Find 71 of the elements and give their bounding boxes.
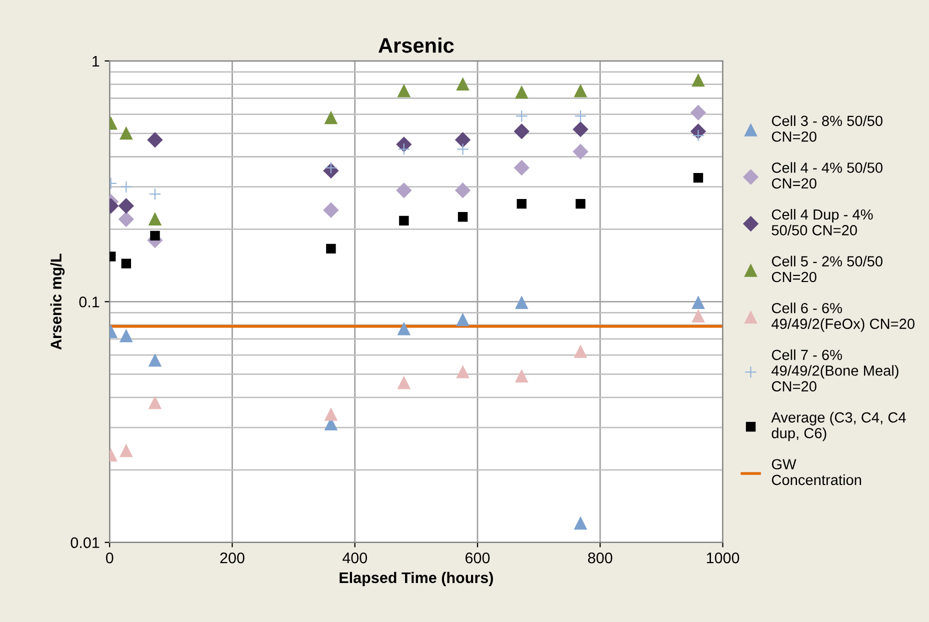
legend-label: GW Concentration	[772, 459, 862, 486]
x-tick-label: 200	[220, 552, 244, 564]
point	[515, 86, 528, 99]
legend-label: Cell 6 - 6% 49/49/2(FeOx) CN=20	[772, 302, 914, 332]
point	[120, 444, 132, 458]
point	[396, 182, 412, 198]
y-tick-label: 0.1	[79, 296, 100, 308]
point	[572, 122, 588, 137]
point	[398, 143, 410, 156]
point	[148, 396, 162, 410]
point	[455, 182, 470, 198]
point	[692, 310, 704, 322]
point	[456, 366, 470, 378]
x-tick-label: 600	[466, 552, 490, 564]
point	[118, 212, 134, 227]
legend-label: Cell 7 - 6% 49/49/2(Bone Meal) CN=20	[772, 349, 898, 392]
point	[118, 198, 134, 214]
point	[574, 110, 587, 122]
point	[120, 330, 132, 342]
point	[326, 244, 336, 254]
x-tick-label: 800	[588, 552, 612, 564]
point	[398, 376, 410, 390]
point	[456, 314, 470, 326]
x-tick-label: 0	[106, 552, 114, 564]
point	[515, 296, 528, 309]
point	[120, 127, 132, 140]
point	[458, 212, 468, 222]
point	[515, 370, 528, 382]
point	[456, 143, 469, 156]
point	[516, 198, 527, 209]
point	[148, 354, 162, 367]
point	[514, 124, 530, 139]
legend-label: Cell 4 Dup - 4% 50/50 CN=20	[772, 208, 873, 236]
x-tick-label: 1000	[706, 552, 740, 564]
point	[399, 216, 409, 226]
point	[692, 74, 704, 87]
legend-label: Cell 4 - 4% 50/50 CN=20	[772, 162, 882, 189]
x-axis-title: Elapsed Time (hours)	[340, 572, 493, 586]
point	[516, 110, 528, 122]
point	[398, 84, 410, 98]
point	[324, 112, 338, 124]
point	[574, 84, 587, 98]
point	[456, 78, 470, 91]
point	[574, 517, 587, 530]
point	[120, 180, 132, 193]
point	[148, 212, 162, 226]
point	[324, 162, 338, 174]
point	[692, 296, 704, 309]
chart-title: Arsenic	[378, 38, 454, 53]
point	[572, 144, 588, 160]
point	[514, 160, 530, 176]
y-axis-title: Arsenic mg/L	[50, 254, 65, 350]
legend-label: Average (C3, C4, C4 dup, C6)	[771, 412, 906, 442]
point	[574, 345, 587, 358]
point	[148, 188, 162, 200]
x-tick-label: 400	[342, 552, 368, 564]
point	[690, 105, 706, 120]
point	[576, 198, 586, 209]
y-tick-label: 1	[92, 56, 100, 66]
point	[693, 172, 704, 183]
legend-label: Cell 5 - 2% 50/50 CN=20	[772, 256, 882, 282]
point	[121, 258, 132, 268]
point	[150, 230, 160, 241]
point	[692, 129, 704, 142]
point	[455, 132, 470, 148]
point	[398, 322, 410, 336]
point	[323, 202, 339, 218]
point	[147, 132, 163, 148]
point	[324, 408, 338, 421]
y-tick-label: 0.01	[70, 537, 100, 548]
legend-label: Cell 3 - 8% 50/50 CN=20	[772, 115, 882, 142]
